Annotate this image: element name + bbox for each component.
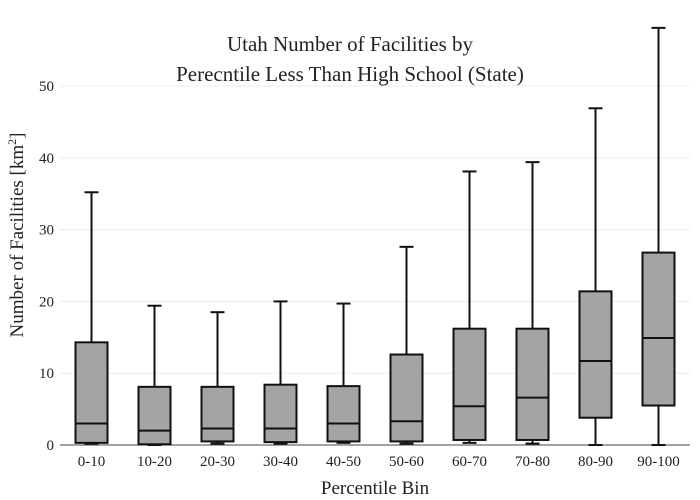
- y-tick-label-40: 40: [39, 151, 54, 167]
- chart-title-line-1: Utah Number of Facilities by: [227, 32, 474, 56]
- x-tick-label-40-50: 40-50: [326, 454, 361, 470]
- iqr-box-50-60: [389, 353, 424, 443]
- iqr-box-20-30: [200, 385, 235, 443]
- iqr-box-60-70: [452, 327, 487, 441]
- box-0-10: [74, 191, 109, 445]
- y-tick-label-20: 20: [39, 294, 54, 310]
- iqr-box-40-50: [326, 385, 361, 443]
- y-tick-label-50: 50: [39, 79, 54, 95]
- box-70-80: [515, 161, 550, 445]
- y-tick-label-10: 10: [39, 366, 54, 382]
- y-tick-label-30: 30: [39, 223, 54, 239]
- box-40-50: [326, 302, 361, 444]
- x-tick-label-0-10: 0-10: [78, 454, 106, 470]
- x-tick-label-70-80: 70-80: [515, 454, 550, 470]
- box-90-100: [641, 26, 676, 446]
- chart-title-line-2: Perecntile Less Than High School (State): [176, 62, 524, 86]
- x-tick-label-80-90: 80-90: [578, 454, 613, 470]
- boxes: [74, 26, 676, 446]
- y-axis-title-superscript: 2: [5, 139, 19, 145]
- y-axis-title: Number of Facilities [km2]: [5, 133, 28, 338]
- x-tick-label-90-100: 90-100: [637, 454, 680, 470]
- x-tick-label-50-60: 50-60: [389, 454, 424, 470]
- box-20-30: [200, 311, 235, 445]
- iqr-box-70-80: [515, 327, 550, 441]
- iqr-box-0-10: [74, 341, 109, 444]
- box-50-60: [389, 245, 424, 445]
- y-axis-title-main: Number of Facilities [km: [7, 145, 28, 338]
- box-30-40: [263, 300, 298, 445]
- iqr-box-30-40: [263, 383, 298, 444]
- x-tick-label-60-70: 60-70: [452, 454, 487, 470]
- box-80-90: [578, 107, 613, 446]
- y-axis-title-close: ]: [7, 133, 28, 139]
- x-tick-label-30-40: 30-40: [263, 454, 298, 470]
- x-tick-label-20-30: 20-30: [200, 454, 235, 470]
- x-axis-ticks: 0-10 10-20 20-30 30-40 40-50 50-60 60-70 70-80 8…: [78, 454, 680, 470]
- iqr-box-80-90: [578, 290, 613, 419]
- x-tick-label-10-20: 10-20: [137, 454, 172, 470]
- iqr-box-10-20: [137, 385, 172, 446]
- box-10-20: [137, 304, 172, 446]
- y-axis-ticks: 0 10 20 30 40 50: [39, 79, 54, 454]
- iqr-box-90-100: [641, 251, 676, 407]
- x-axis-title: Percentile Bin: [321, 478, 430, 499]
- box-60-70: [452, 170, 487, 444]
- y-tick-label-0: 0: [47, 438, 55, 454]
